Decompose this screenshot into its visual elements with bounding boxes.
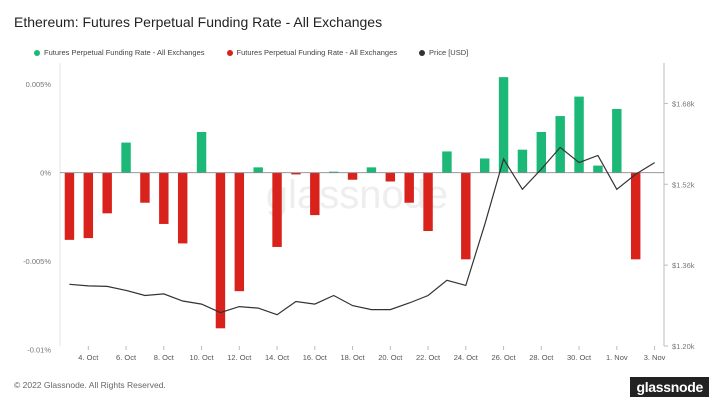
- funding-rate-bar: [442, 151, 452, 173]
- glassnode-logo[interactable]: glassnode: [630, 377, 709, 397]
- funding-rate-bar: [366, 167, 377, 173]
- x-tick-label: 30. Oct: [567, 353, 592, 362]
- legend-dot-red: [226, 49, 233, 56]
- x-tick-label: 28. Oct: [529, 353, 554, 362]
- funding-rate-bar: [291, 172, 301, 175]
- funding-rate-bar: [140, 172, 150, 203]
- x-tick-label: 26. Oct: [491, 353, 516, 362]
- legend-label: Futures Perpetual Funding Rate - All Exc…: [44, 48, 205, 57]
- price-line: [69, 146, 655, 316]
- x-tick-label: 3. Nov: [644, 353, 666, 362]
- funding-rate-bar: [404, 172, 414, 203]
- funding-rate-bar: [177, 172, 188, 244]
- x-tick-label: 12. Oct: [227, 353, 252, 362]
- funding-rate-bar: [328, 171, 339, 173]
- funding-rate-bar: [593, 165, 603, 173]
- x-tick-label: 8. Oct: [154, 353, 175, 362]
- funding-rate-bar: [612, 108, 622, 173]
- x-tick-label: 14. Oct: [265, 353, 290, 362]
- legend-label: Price [USD]: [429, 48, 469, 57]
- x-tick-label: 6. Oct: [116, 353, 137, 362]
- right-y-tick-label: $1.20k: [672, 342, 695, 351]
- legend-dot-green: [34, 49, 40, 56]
- funding-rate-bar: [423, 172, 433, 232]
- chart-plot: glassnode 0.005%0%-0.005%-0.01% $1.68k$1…: [23, 63, 695, 362]
- funding-rate-bar: [64, 172, 75, 240]
- right-y-axis: $1.68k $1.52k $1.36k $1.20k: [664, 99, 695, 351]
- funding-rate-bar: [234, 172, 245, 292]
- left-y-tick-label: 0%: [40, 169, 51, 178]
- left-y-tick-label: -0.005%: [23, 257, 51, 266]
- funding-rate-bar: [347, 172, 358, 180]
- funding-rate-bar: [102, 172, 112, 214]
- funding-rate-bar: [498, 77, 509, 173]
- funding-rate-bar: [215, 172, 226, 329]
- x-tick-label: 22. Oct: [416, 353, 441, 362]
- funding-rate-bar: [196, 131, 207, 173]
- left-y-tick-label: -0.01%: [27, 346, 51, 355]
- left-y-axis: 0.005% 0% -0.005% -0.01%: [23, 80, 51, 354]
- x-tick-label: 4. Oct: [78, 353, 99, 362]
- x-tick-label: 20. Oct: [378, 353, 403, 362]
- copyright-footer: © 2022 Glassnode. All Rights Reserved.: [14, 380, 166, 390]
- funding-rate-bar: [574, 96, 584, 173]
- funding-rate-bar: [517, 149, 528, 173]
- bar-series: [64, 77, 641, 329]
- x-tick-label: 16. Oct: [303, 353, 328, 362]
- legend-item-positive-rate[interactable]: Futures Perpetual Funding Rate - All Exc…: [34, 48, 205, 57]
- chart-legend: Futures Perpetual Funding Rate - All Exc…: [34, 48, 468, 57]
- funding-rate-bar: [461, 172, 471, 260]
- right-y-tick-label: $1.36k: [672, 261, 695, 270]
- chart-title: Ethereum: Futures Perpetual Funding Rate…: [14, 14, 383, 30]
- x-axis: 4. Oct 6. Oct 8. Oct 10. Oct 12. Oct 14. Oct 1…: [78, 346, 666, 362]
- x-tick-label: 10. Oct: [189, 353, 214, 362]
- funding-rate-bar: [310, 172, 320, 216]
- funding-rate-bar: [555, 116, 565, 173]
- right-y-tick-label: $1.52k: [672, 180, 695, 189]
- funding-rate-bar: [536, 131, 547, 173]
- watermark: glassnode: [266, 173, 448, 217]
- legend-dot-black: [419, 49, 426, 56]
- left-y-tick-label: 0.005%: [26, 80, 52, 89]
- funding-rate-bar: [121, 142, 131, 173]
- funding-rate-bar: [253, 167, 263, 173]
- right-y-tick-label: $1.68k: [672, 99, 695, 108]
- funding-rate-bar: [385, 172, 396, 182]
- x-tick-label: 24. Oct: [454, 353, 479, 362]
- funding-rate-bar: [272, 172, 282, 247]
- funding-rate-bar: [630, 172, 641, 260]
- legend-item-price[interactable]: Price [USD]: [419, 48, 468, 57]
- x-tick-label: 1. Nov: [606, 353, 628, 362]
- x-tick-label: 18. Oct: [340, 353, 365, 362]
- funding-rate-bar: [83, 172, 94, 239]
- chart-card: Futures Perpetual Funding Rate - All Exc…: [12, 43, 714, 370]
- legend-label: Futures Perpetual Funding Rate - All Exc…: [236, 48, 398, 57]
- legend-item-negative-rate[interactable]: Futures Perpetual Funding Rate - All Exc…: [226, 48, 398, 57]
- funding-rate-bar: [159, 172, 169, 224]
- funding-rate-bar: [479, 158, 490, 173]
